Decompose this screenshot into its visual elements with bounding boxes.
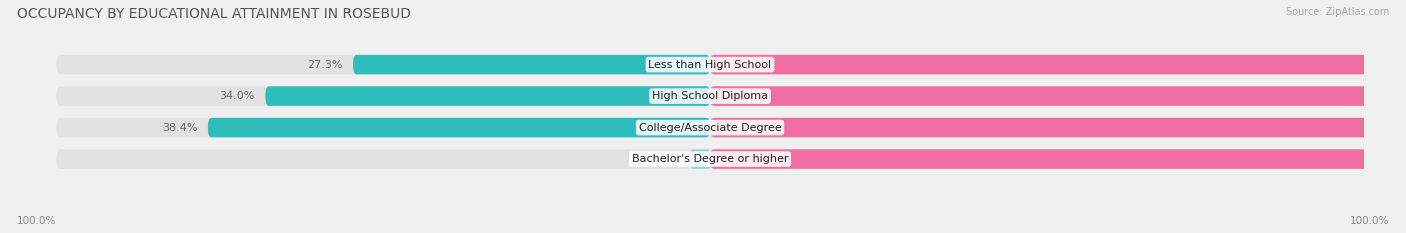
Text: 27.3%: 27.3%	[307, 60, 343, 70]
Text: 38.4%: 38.4%	[162, 123, 197, 133]
FancyBboxPatch shape	[353, 55, 710, 74]
FancyBboxPatch shape	[710, 118, 1406, 137]
FancyBboxPatch shape	[56, 86, 1364, 106]
Text: OCCUPANCY BY EDUCATIONAL ATTAINMENT IN ROSEBUD: OCCUPANCY BY EDUCATIONAL ATTAINMENT IN R…	[17, 7, 411, 21]
Text: High School Diploma: High School Diploma	[652, 91, 768, 101]
Text: Bachelor's Degree or higher: Bachelor's Degree or higher	[631, 154, 789, 164]
FancyBboxPatch shape	[56, 149, 1364, 169]
FancyBboxPatch shape	[710, 86, 1406, 106]
FancyBboxPatch shape	[710, 149, 1406, 169]
Legend: Owner-occupied, Renter-occupied: Owner-occupied, Renter-occupied	[593, 230, 827, 233]
Text: 0.0%: 0.0%	[652, 154, 681, 164]
FancyBboxPatch shape	[266, 86, 710, 106]
Text: College/Associate Degree: College/Associate Degree	[638, 123, 782, 133]
FancyBboxPatch shape	[56, 118, 1364, 137]
Text: 100.0%: 100.0%	[1350, 216, 1389, 226]
FancyBboxPatch shape	[690, 149, 710, 169]
Text: Source: ZipAtlas.com: Source: ZipAtlas.com	[1285, 7, 1389, 17]
FancyBboxPatch shape	[56, 55, 1364, 74]
FancyBboxPatch shape	[710, 55, 1406, 74]
FancyBboxPatch shape	[208, 118, 710, 137]
Text: 34.0%: 34.0%	[219, 91, 254, 101]
Text: 100.0%: 100.0%	[17, 216, 56, 226]
Text: Less than High School: Less than High School	[648, 60, 772, 70]
